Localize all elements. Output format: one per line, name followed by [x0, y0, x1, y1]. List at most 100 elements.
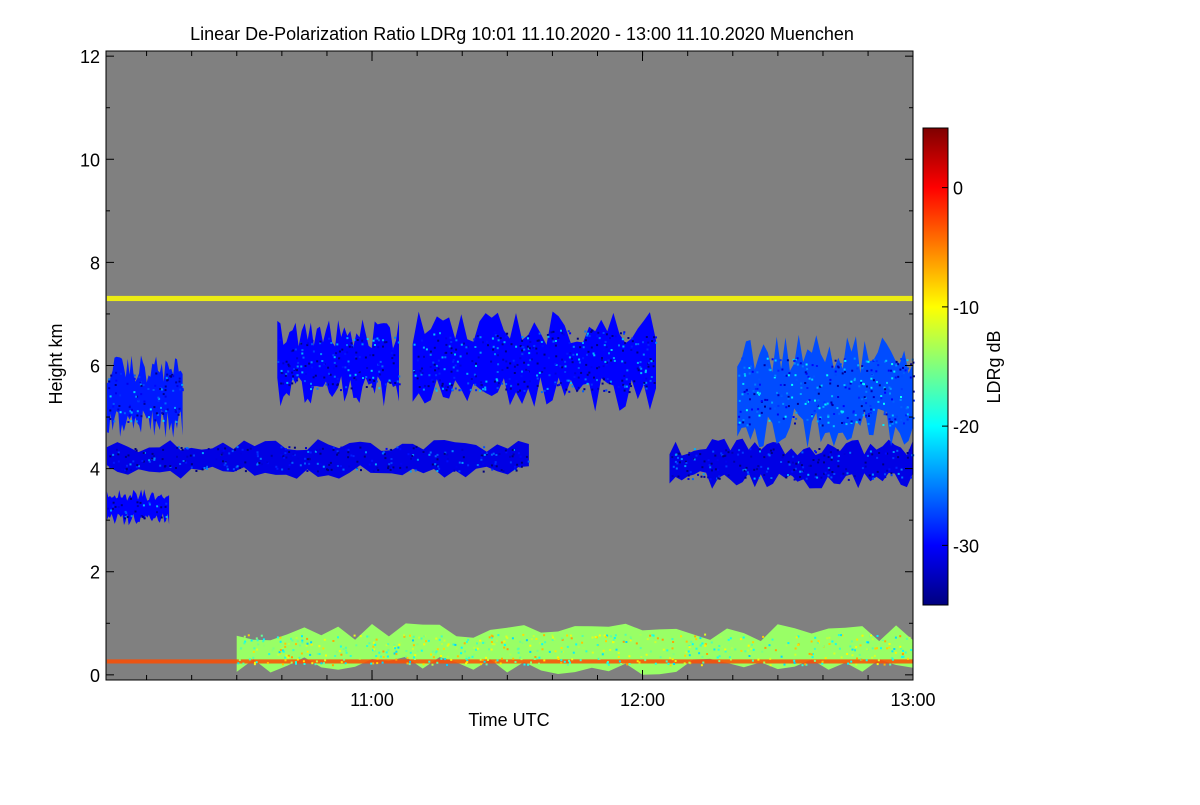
speckle [174, 406, 176, 409]
speckle [805, 477, 808, 480]
speckle [813, 659, 816, 662]
speckle [277, 359, 280, 362]
speckle [527, 663, 530, 666]
speckle [311, 343, 314, 346]
speckle [876, 663, 879, 666]
speckle [284, 656, 286, 659]
speckle [372, 662, 375, 665]
speckle [833, 473, 836, 475]
speckle [160, 388, 163, 391]
speckle [165, 515, 168, 518]
speckle [903, 358, 906, 361]
speckle [204, 465, 207, 468]
speckle [893, 370, 896, 373]
speckle [604, 360, 607, 363]
speckle [407, 453, 410, 456]
speckle [201, 468, 204, 471]
speckle [493, 380, 496, 383]
speckle [851, 452, 854, 455]
speckle [546, 387, 549, 390]
speckle [350, 342, 353, 345]
speckle [109, 455, 112, 458]
speckle [520, 461, 523, 464]
speckle [883, 402, 885, 405]
speckle [318, 645, 321, 647]
speckle [436, 470, 439, 472]
speckle [256, 648, 259, 651]
speckle [744, 374, 747, 377]
speckle [409, 660, 412, 663]
speckle [621, 379, 624, 382]
speckle [652, 365, 655, 368]
speckle [257, 462, 259, 465]
speckle [899, 645, 902, 648]
speckle [416, 359, 419, 362]
speckle [630, 345, 633, 348]
speckle [500, 641, 503, 644]
speckle [305, 373, 307, 375]
speckle [495, 378, 498, 381]
speckle [385, 447, 388, 450]
speckle [533, 657, 536, 660]
speckle [435, 374, 438, 377]
speckle [486, 340, 488, 343]
speckle [365, 376, 368, 379]
speckle [376, 662, 379, 665]
speckle [451, 388, 454, 391]
speckle [505, 388, 508, 391]
speckle [497, 634, 500, 637]
speckle [870, 413, 873, 416]
speckle [300, 652, 303, 655]
speckle [368, 378, 371, 381]
speckle [751, 408, 753, 411]
speckle [330, 468, 333, 471]
speckle [720, 635, 722, 638]
speckle [125, 470, 128, 473]
speckle [471, 360, 474, 363]
speckle [298, 656, 301, 659]
speckle [287, 642, 290, 645]
speckle [644, 659, 647, 662]
speckle [535, 657, 538, 660]
speckle [357, 370, 360, 373]
speckle [355, 378, 358, 381]
speckle [794, 422, 796, 425]
speckle [296, 374, 299, 377]
speckle [906, 452, 909, 454]
speckle [512, 453, 515, 456]
speckle [865, 385, 868, 388]
speckle [252, 656, 255, 659]
speckle [774, 359, 777, 362]
speckle [142, 452, 145, 454]
speckle [610, 635, 613, 638]
speckle [591, 388, 594, 391]
speckle [483, 446, 486, 449]
speckle [439, 332, 441, 335]
speckle [763, 474, 766, 476]
speckle [420, 637, 423, 640]
speckle [530, 661, 532, 664]
speckle [306, 470, 309, 472]
speckle [860, 658, 863, 661]
speckle [487, 344, 489, 347]
speckle [903, 422, 905, 425]
speckle [437, 367, 440, 370]
speckle [684, 460, 687, 463]
speckle [536, 384, 539, 387]
speckle [688, 661, 691, 664]
speckle [852, 410, 855, 413]
speckle [503, 640, 506, 643]
speckle [193, 454, 195, 457]
speckle [607, 663, 610, 666]
speckle [501, 382, 504, 385]
speckle [861, 634, 864, 637]
speckle [365, 386, 368, 388]
speckle [395, 376, 398, 379]
speckle [276, 467, 279, 470]
speckle [830, 456, 833, 459]
speckle [606, 662, 609, 665]
speckle [579, 659, 582, 662]
speckle [504, 449, 507, 452]
speckle [379, 373, 382, 376]
speckle [553, 638, 556, 641]
